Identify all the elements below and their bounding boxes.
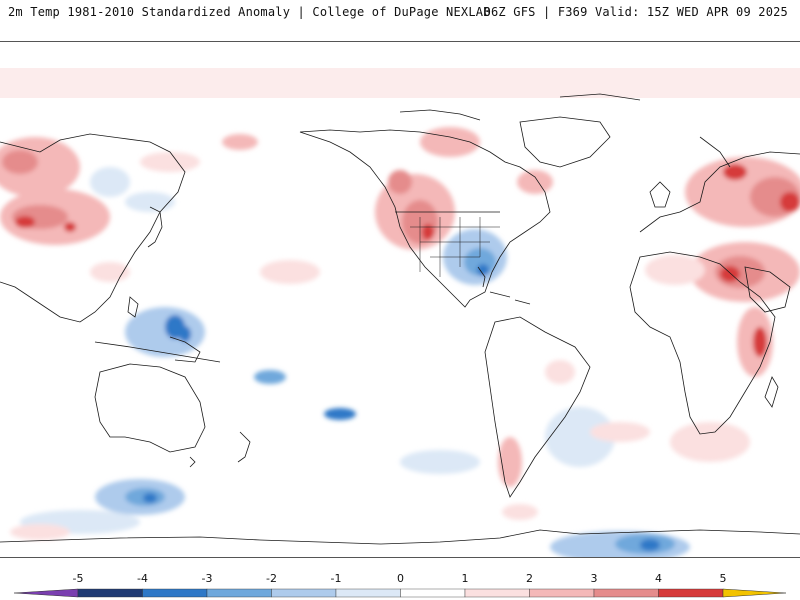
colorbar-tick-label: 1 xyxy=(461,572,469,585)
colorbar xyxy=(13,588,787,598)
map-canvas xyxy=(0,68,800,557)
colorbar-segment xyxy=(206,588,272,598)
model-valid-time: 06Z GFS | F369 Valid: 15Z WED APR 09 202… xyxy=(483,5,788,19)
colorbar-tick-label: -3 xyxy=(201,572,213,585)
new-zealand-coast xyxy=(237,431,251,463)
philippines-coast xyxy=(127,296,139,318)
arctic-islands-coast-2 xyxy=(559,93,641,101)
colorbar-segment xyxy=(400,588,466,598)
greenland-coast xyxy=(519,116,611,168)
madagascar-coast xyxy=(764,376,779,408)
colorbar-segment xyxy=(593,588,659,598)
colorbar-segment xyxy=(658,588,724,598)
colorbar-segment xyxy=(271,588,337,598)
scandinavia-coast xyxy=(699,136,731,168)
colorbar-tick-label: -2 xyxy=(266,572,277,585)
map-title: 2m Temp 1981-2010 Standardized Anomaly |… xyxy=(8,5,491,19)
colorbar-tick-label: 5 xyxy=(719,572,727,585)
colorbar-legend: -5 -4 -3 -2 -1 0 1 2 3 4 5 xyxy=(0,570,800,600)
anomaly-fields xyxy=(0,127,800,557)
asia-coast xyxy=(0,133,186,323)
colorbar-tick-label: 0 xyxy=(397,572,404,585)
colorbar-tick-label: -1 xyxy=(330,572,342,585)
japan-coast xyxy=(147,206,163,248)
colorbar-segment xyxy=(77,588,143,598)
colorbar-tick-label: 2 xyxy=(526,572,533,585)
colorbar-segment xyxy=(142,588,208,598)
state-borders xyxy=(410,226,500,258)
indonesia-coast xyxy=(94,341,221,363)
colorbar-tick-label: -4 xyxy=(137,572,148,585)
colorbar-tick-label: -5 xyxy=(72,572,84,585)
arctic-anomaly-band xyxy=(0,68,800,98)
florida-coast xyxy=(477,266,486,288)
colorbar-segment xyxy=(529,588,595,598)
tasmania-coast xyxy=(189,456,196,468)
header: 2m Temp 1981-2010 Standardized Anomaly |… xyxy=(0,0,800,28)
colorbar-max-extension xyxy=(722,588,787,598)
colorbar-min-extension xyxy=(13,588,79,598)
south-america-coast xyxy=(484,316,591,498)
anomaly-map xyxy=(0,41,800,558)
arabia-coast xyxy=(744,266,791,313)
british-isles-coast xyxy=(649,181,671,208)
colorbar-segment xyxy=(335,588,401,598)
colorbar-tick-label: 3 xyxy=(590,572,598,585)
state-borders-vertical xyxy=(419,217,481,277)
arctic-islands-coast xyxy=(399,109,481,121)
antarctica-coast xyxy=(0,529,800,545)
coastlines xyxy=(0,93,800,545)
north-america-coast xyxy=(299,129,551,308)
new-guinea-coast xyxy=(169,336,201,363)
africa-coast xyxy=(629,251,776,435)
colorbar-segment xyxy=(464,588,530,598)
caribbean-islands xyxy=(489,291,531,305)
colorbar-tick-label: 4 xyxy=(655,572,662,585)
australia-coast xyxy=(94,363,206,453)
europe-coast xyxy=(639,151,800,233)
